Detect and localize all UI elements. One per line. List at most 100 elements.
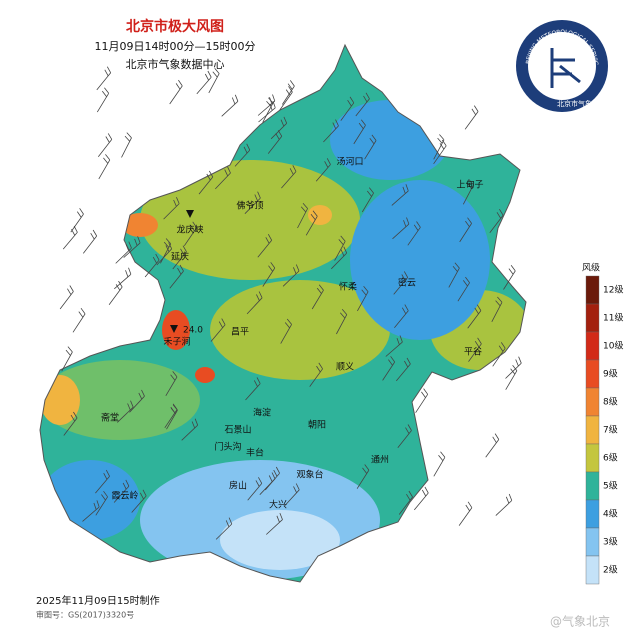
legend-swatch [585,499,600,529]
wind-barb [70,208,84,233]
place: 观象台 [296,469,323,481]
wind-barb [280,318,292,344]
wind-barb [98,154,111,180]
place: 丰台 [246,447,264,459]
place: 延庆 [171,251,189,263]
legend-label: 11级 [603,312,623,324]
legend-swatch [585,527,600,557]
wind-barb [433,139,447,165]
wind-barb [262,262,276,287]
wind-barb [95,469,110,494]
wind-barb [353,119,366,145]
wind-barb [169,79,183,105]
legend-label: 6级 [603,452,618,464]
wind-barb [385,335,403,357]
place: 石景山 [224,425,251,436]
wind-barb [448,262,460,288]
wind-barb [311,284,324,310]
wind-barb [198,170,214,195]
wind-barb [247,477,263,501]
legend-label: 10级 [603,340,623,352]
wind-barb [82,500,100,522]
wind-barb [279,86,293,111]
place: 朝阳 [308,420,326,431]
wind-barb [59,285,74,310]
legend-title: 风级 [582,262,600,274]
legend-label: 9级 [603,368,618,380]
place: 佛爷顶 [236,200,263,212]
legend-label: 4级 [603,508,618,520]
wind-barb [123,236,141,258]
place: 禾子涧 [163,336,190,348]
logo-ring-path: BEIJING METEOROLOGICAL SERVICE [0,0,600,66]
wind-barb [331,246,348,270]
wind-barb [72,307,86,333]
wind-barb [392,217,410,240]
source: 北京市气象数据中心 [126,57,225,71]
wind-barb [61,346,73,372]
place: 龙庆峡 [176,224,203,236]
wind-barb [281,80,295,105]
place: 斋堂 [101,412,119,424]
wind-barb [244,191,261,214]
wind-barb [210,318,226,342]
wind-barb [415,388,429,413]
wind-barb [458,501,473,526]
wind-barb [468,337,482,362]
wind-barb [115,241,132,264]
wind-barb [315,158,331,182]
place: 顺义 [336,362,354,373]
wind-barb [334,235,346,261]
wind-barb [208,68,220,94]
place: 海淀 [253,407,271,419]
place: 上甸子 [456,179,483,191]
wind-barb [397,424,412,448]
place: 密云 [398,277,416,289]
wind-barb [257,234,273,258]
wind-barb [215,166,231,190]
wind-barb [63,411,78,436]
place: 大兴 [269,499,287,511]
place: 汤河口 [336,156,363,168]
wind-barbs [59,66,522,540]
wind-barb [495,493,513,516]
wind-barb [361,187,374,213]
logo-name: 北京市气象局 [557,99,599,108]
wind-barb [355,92,370,117]
logo: BEIJING METEOROLOGICAL SERVICE 北京市气象局 [0,0,608,112]
wind-barb [181,418,199,441]
wind-barb [305,210,318,236]
legend-label: 5级 [603,480,618,492]
wind-barb [394,304,409,329]
wind-barb [357,286,369,312]
wind-barb [413,486,429,511]
legend-label: 12级 [603,284,623,296]
legend-label: 7级 [603,424,618,436]
wind-barb [505,356,522,379]
wind-barb [113,479,130,503]
place: 怀柔 [339,281,357,293]
legend-swatch [585,387,600,417]
wind-barb [462,179,474,205]
legend-label: 2级 [603,564,618,576]
legend-swatch [585,471,600,501]
legend-swatch [585,415,600,445]
wind-barb [459,217,472,243]
wind-barb [131,489,147,513]
wind-barb [489,208,504,233]
wind-barb [356,464,370,489]
wind-barb [297,202,308,229]
wind-barb [169,264,184,289]
legend-swatch [585,275,600,305]
wind-barb [164,403,178,429]
wind-barb [282,264,300,287]
legend-swatch [585,443,600,473]
period: 11月09日14时00分—15时00分 [95,40,256,53]
wind-barb [95,490,108,516]
wind-barb [323,119,339,143]
wind-barb [163,197,180,220]
wind-barb [196,70,212,95]
wind-barb [503,265,516,290]
legend-label: 3级 [603,536,618,548]
legend-swatch [585,555,600,585]
